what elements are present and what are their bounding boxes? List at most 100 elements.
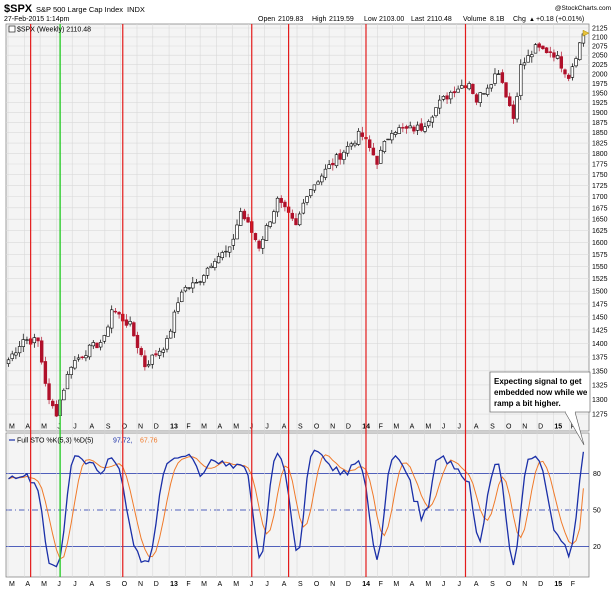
price-tick-label: 1625 (592, 228, 608, 235)
candle-body (379, 149, 383, 164)
price-tick-label: 1525 (592, 276, 608, 283)
candle-body (10, 353, 14, 359)
month-label: M (393, 581, 399, 588)
month-label: J (57, 424, 61, 431)
month-label: J (265, 581, 269, 588)
candle-body (39, 340, 44, 363)
price-tick-label: 1500 (592, 289, 608, 296)
candle-body (168, 330, 173, 339)
price-legend: $SPX (Weekly) 2110.48 (8, 25, 91, 34)
candle-body (578, 42, 582, 60)
price-tick-label: 1775 (592, 162, 608, 169)
candle-body (227, 246, 232, 253)
price-tick-label: 2100 (592, 34, 608, 41)
candle-body (51, 400, 55, 407)
annotation-line-1: Expecting signal to get (494, 377, 582, 386)
candle-body (6, 359, 11, 364)
candle-body (157, 350, 162, 356)
candle-body (320, 175, 324, 183)
candle-body (327, 164, 331, 169)
price-tick-label: 2025 (592, 62, 608, 69)
sto-tick-label: 50 (593, 508, 601, 515)
candle-body (76, 357, 81, 360)
price-tick-label: 2075 (592, 43, 608, 50)
month-label: F (186, 581, 190, 588)
sto-k-line (8, 449, 585, 568)
high-value: 2119.59 (329, 16, 354, 23)
candle-body (522, 62, 527, 66)
candle-body (519, 64, 523, 96)
candle-body (36, 337, 40, 342)
candle-body (360, 132, 365, 137)
month-label: F (379, 581, 383, 588)
candle-body (338, 153, 342, 160)
candle-body (257, 240, 261, 249)
candle-body (65, 374, 70, 390)
candle-body (478, 92, 482, 103)
candle-body (209, 265, 213, 268)
price-y-axis: 1275 1300 1325 1350 1375 1400 1425 1450 1475 1500… (592, 26, 608, 419)
candle-body (224, 250, 228, 253)
month-label: S (490, 581, 495, 588)
candle-body (128, 321, 132, 325)
month-label: A (217, 424, 222, 431)
month-label: O (506, 424, 512, 431)
price-tick-label: 1450 (592, 314, 608, 321)
sto-d-value: 67.76 (140, 438, 158, 445)
month-label: A (474, 424, 479, 431)
price-tick-label: 1925 (592, 100, 608, 107)
price-tick-label: 1550 (592, 264, 608, 271)
annotation-callout: Expecting signal to get embedded now whi… (489, 371, 591, 446)
month-label: M (9, 581, 15, 588)
candle-body (563, 69, 567, 75)
candle-body (511, 104, 516, 119)
price-tick-label: 1275 (592, 412, 608, 419)
last-value: 2110.48 (427, 16, 452, 23)
month-label: F (571, 424, 575, 431)
month-label: N (330, 424, 335, 431)
annotation-line-2: embedded now while we (494, 388, 588, 397)
month-label: F (571, 581, 575, 588)
annotation-box (489, 371, 591, 413)
month-axis-lower: M A M J J A S O N D 13 F M A M J J A S O N D 14 F M A M J J A S O N D 15 F (9, 581, 575, 588)
candle-body (482, 93, 486, 95)
candle-body (238, 211, 243, 226)
candle-body (515, 96, 519, 120)
month-label: A (410, 581, 415, 588)
candle-body (353, 142, 357, 146)
price-tick-label: 2125 (592, 26, 608, 33)
candle-body (187, 287, 191, 289)
candle-body (449, 92, 453, 100)
candle-body (323, 168, 328, 178)
candle-body (412, 126, 416, 132)
candle-body (246, 217, 250, 223)
candle-body (161, 349, 166, 353)
candle-body (113, 310, 118, 313)
month-label: A (217, 581, 222, 588)
candle-body (268, 221, 272, 227)
month-label: J (458, 581, 462, 588)
month-label: A (90, 424, 95, 431)
month-label: 13 (170, 581, 178, 588)
candle-body (342, 151, 346, 160)
candle-body (25, 339, 29, 341)
month-label: F (186, 424, 190, 431)
month-label: M (41, 424, 47, 431)
low-value: 2103.00 (379, 16, 404, 23)
candle-body (349, 143, 353, 147)
candle-body (150, 354, 154, 365)
chg-arrow-icon: ▲ (529, 17, 535, 23)
candle-body (530, 54, 534, 58)
candle-body (264, 225, 269, 241)
candle-body (47, 383, 51, 401)
candle-body (305, 196, 309, 203)
price-tick-label: 1650 (592, 217, 608, 224)
candle-body (73, 360, 77, 369)
month-label: S (106, 424, 111, 431)
candle-body (205, 267, 210, 276)
month-label: F (379, 424, 383, 431)
candle-body (312, 184, 317, 191)
candle-body (356, 130, 361, 145)
symbol: $SPX (4, 3, 33, 15)
candle-body (533, 44, 538, 54)
